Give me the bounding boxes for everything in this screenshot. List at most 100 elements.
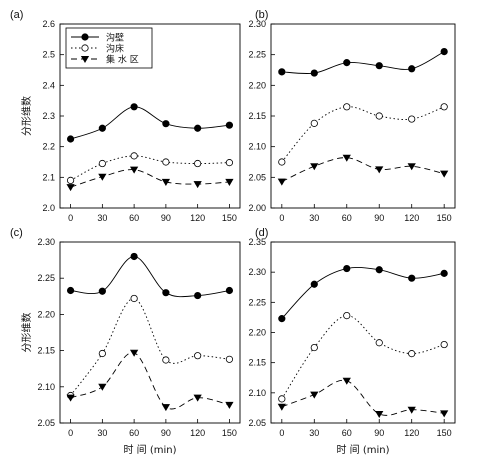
series-line-p1-0 (281, 51, 445, 75)
xtick-label-1-5: 150 (437, 213, 452, 223)
marker-p2-s0-3 (162, 289, 170, 297)
marker-p3-s1-2 (343, 312, 351, 320)
xtick-label-0-0: 0 (68, 213, 73, 223)
ytick-label-0-0: 2.0 (42, 203, 55, 213)
legend-label-2: 集 水 区 (106, 54, 139, 66)
marker-p0-s1-5 (225, 159, 234, 167)
marker-p1-s0-1 (310, 69, 318, 77)
marker-p1-s1-1 (310, 119, 318, 127)
marker-p2-s1-3 (162, 356, 170, 364)
marker-p2-s0-4 (194, 291, 202, 300)
plot-frame-2 (59, 241, 241, 424)
ytick-label-0-3: 2.3 (42, 111, 55, 121)
marker-p3-s2-3 (375, 410, 384, 418)
xtick-label-1-1: 30 (309, 213, 319, 223)
marker-p3-s2-0 (277, 403, 286, 411)
marker-p3-s2-5 (440, 410, 449, 418)
series-line-p3-2 (281, 379, 445, 416)
series-line-p2-0 (70, 256, 230, 298)
marker-pleg-s1-1 (81, 44, 89, 52)
ytick-label-1-0: 2.00 (248, 203, 266, 213)
marker-p3-s2-1 (310, 391, 319, 399)
xtick-label-2-3: 90 (161, 428, 171, 438)
marker-p2-s2-2 (129, 349, 139, 357)
marker-p1-s1-4 (408, 115, 416, 123)
marker-p0-s2-4 (193, 181, 202, 189)
xtick-label-0-4: 120 (190, 213, 205, 223)
ytick-label-0-2: 2.2 (42, 142, 55, 152)
chart-panel-2: (c) 2.05 2.10 2.15 2.20 2.25 2.30 0 30 60 90 120 150… (10, 227, 241, 456)
series-line-p3-1 (281, 315, 445, 400)
panel-label-3: (d) (255, 227, 268, 239)
xtick-label-2-0: 0 (68, 428, 73, 438)
marker-p0-s2-2 (129, 166, 139, 174)
xtick-label-1-3: 90 (374, 213, 384, 223)
marker-p1-s1-5 (440, 103, 448, 111)
marker-p2-s1-5 (225, 355, 234, 363)
series-line-p0-0 (70, 106, 230, 140)
marker-p0-s0-2 (130, 103, 138, 111)
ytick-label-1-3: 2.15 (248, 111, 266, 121)
series-line-p2-2 (70, 352, 230, 410)
series-line-p1-1 (281, 106, 445, 163)
ytick-label-3-0: 2.05 (248, 418, 266, 428)
series-line-p1-2 (281, 157, 445, 183)
y-axis-label-0: 分形维数 (20, 96, 33, 136)
marker-p1-s1-3 (375, 112, 383, 120)
xtick-label-2-2: 60 (129, 428, 139, 438)
legend-label-1: 沟床 (106, 43, 124, 55)
xtick-label-1-0: 0 (279, 213, 284, 223)
plot-frame-3 (270, 241, 456, 424)
ytick-label-2-2: 2.15 (37, 346, 55, 356)
marker-p1-s2-3 (375, 166, 384, 174)
marker-p2-s2-1 (98, 383, 107, 391)
marker-p0-s0-0 (66, 135, 75, 143)
marker-p3-s1-3 (375, 339, 383, 347)
marker-p3-s1-4 (408, 350, 416, 358)
ytick-label-3-5: 2.30 (248, 267, 266, 277)
xtick-label-3-5: 150 (437, 428, 452, 438)
ytick-label-2-4: 2.25 (37, 273, 55, 283)
ytick-label-1-2: 2.10 (248, 142, 266, 152)
marker-p2-s1-1 (98, 349, 106, 358)
marker-pleg-s2-2 (80, 56, 90, 64)
x-axis-label-2: 时 间 (min) (123, 443, 176, 456)
marker-p0-s0-5 (225, 121, 234, 129)
xtick-label-1-2: 60 (342, 213, 352, 223)
ytick-label-0-4: 2.4 (42, 80, 55, 90)
marker-p1-s1-0 (278, 158, 286, 166)
marker-p2-s0-2 (130, 252, 138, 261)
marker-p1-s2-0 (277, 178, 286, 186)
y-axis-label-2: 分形维数 (20, 313, 33, 353)
marker-p0-s2-1 (98, 173, 107, 181)
ytick-label-2-0: 2.05 (37, 418, 55, 428)
xtick-label-3-2: 60 (342, 428, 352, 438)
marker-p0-s1-4 (194, 159, 202, 168)
ytick-label-2-5: 2.30 (37, 237, 55, 247)
xtick-label-0-2: 60 (129, 213, 139, 223)
marker-p3-s1-0 (278, 395, 286, 403)
xtick-label-3-4: 120 (404, 428, 419, 438)
ytick-label-3-1: 2.10 (248, 388, 266, 398)
ytick-label-2-1: 2.10 (37, 382, 55, 392)
xtick-label-3-3: 90 (374, 428, 384, 438)
xtick-label-0-1: 30 (97, 213, 107, 223)
ytick-label-1-1: 2.05 (248, 172, 266, 182)
xtick-label-0-5: 150 (222, 213, 237, 223)
xtick-label-2-1: 30 (97, 428, 107, 438)
marker-p2-s0-0 (66, 286, 75, 295)
marker-p2-s2-0 (66, 394, 75, 402)
marker-p1-s0-5 (440, 47, 448, 56)
marker-p3-s1-1 (310, 343, 318, 352)
ytick-label-2-3: 2.20 (37, 309, 55, 319)
marker-p3-s2-4 (407, 406, 416, 414)
panel-label-1: (b) (255, 9, 268, 21)
marker-p2-s0-1 (98, 287, 106, 295)
ytick-label-0-5: 2.5 (42, 50, 55, 60)
marker-p0-s2-5 (225, 178, 234, 186)
chart-panel-0: (a) 2.0 2.1 2.2 2.3 2.4 2.5 2.6 0 30 60 90 120 150 分形维… (10, 9, 241, 223)
marker-p0-s0-3 (162, 120, 170, 128)
marker-p1-s1-2 (343, 103, 351, 111)
marker-p3-s0-1 (310, 280, 318, 288)
